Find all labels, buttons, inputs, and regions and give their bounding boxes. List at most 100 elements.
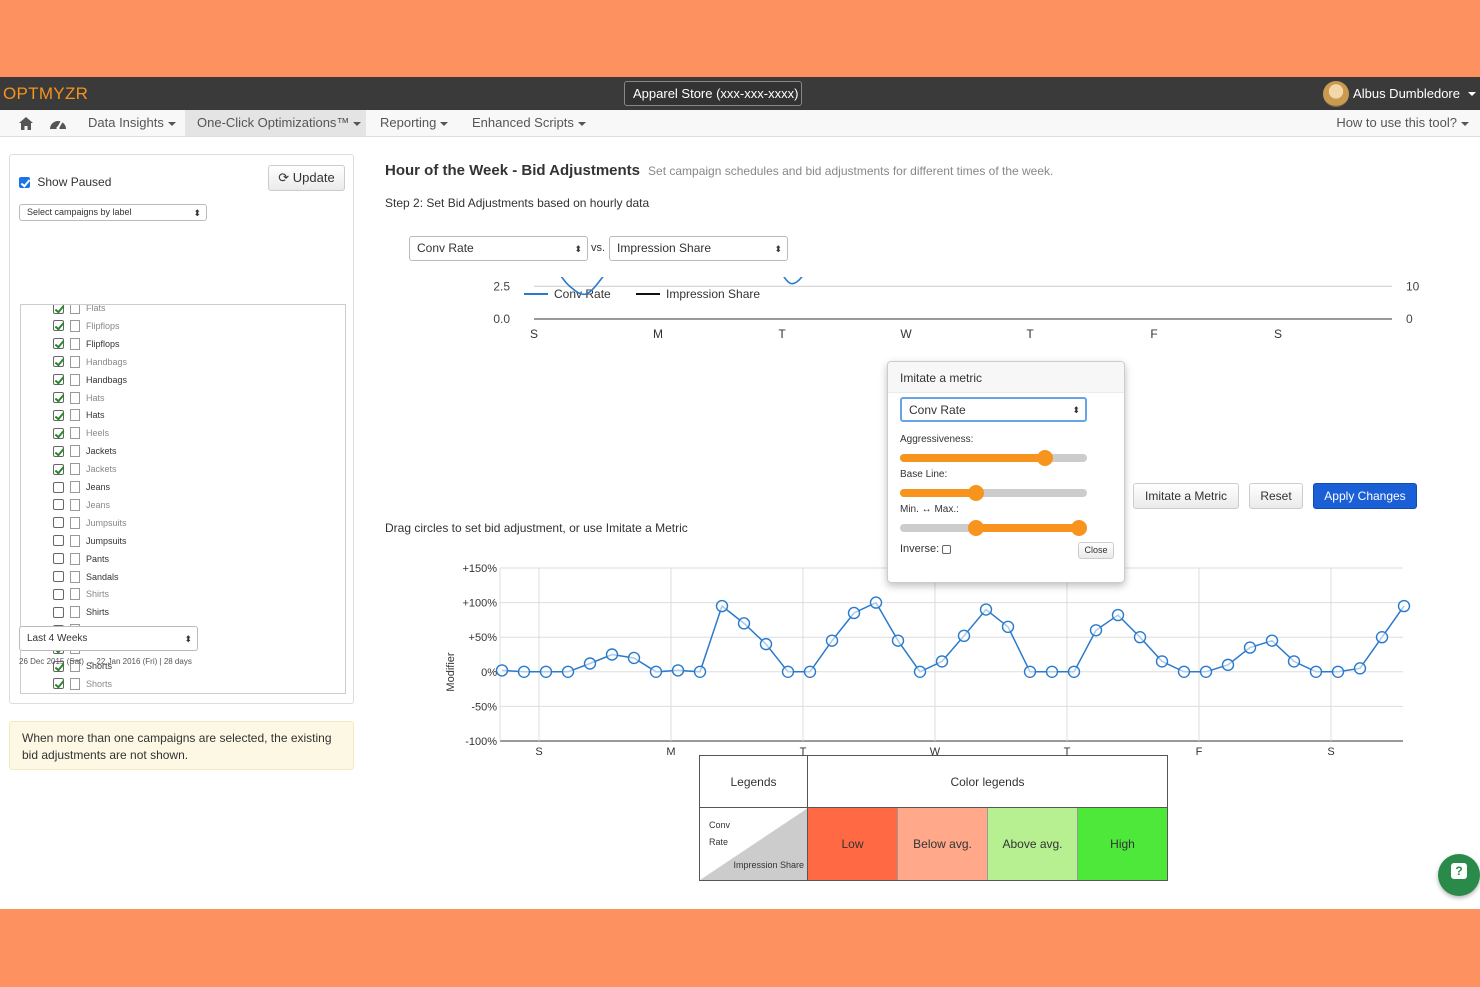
dashboard-icon[interactable] [49, 110, 67, 136]
apply-changes-button[interactable]: Apply Changes [1313, 483, 1417, 509]
modifier-handle[interactable] [1045, 665, 1059, 679]
campaign-item[interactable]: Shorts [53, 657, 112, 675]
campaign-checkbox[interactable] [53, 499, 64, 511]
modifier-handle[interactable] [1375, 630, 1389, 644]
modifier-handle[interactable] [869, 596, 883, 609]
campaign-checkbox[interactable] [53, 409, 64, 421]
campaign-checkbox[interactable] [53, 320, 64, 332]
imitate-metric-button[interactable]: Imitate a Metric [1133, 483, 1239, 509]
home-icon[interactable] [19, 110, 33, 136]
reset-button[interactable]: Reset [1249, 483, 1303, 509]
campaign-item[interactable]: Jeans [53, 496, 110, 514]
nav-enhanced-scripts[interactable]: Enhanced Scripts [472, 110, 586, 136]
max-handle[interactable] [1071, 520, 1087, 536]
modifier-handle[interactable] [957, 629, 971, 643]
campaign-checkbox[interactable] [53, 392, 64, 403]
modifier-handle[interactable] [715, 599, 729, 613]
modifier-handle[interactable] [825, 634, 839, 647]
campaign-item[interactable]: Jackets [53, 460, 117, 478]
campaign-checkbox[interactable] [53, 305, 64, 314]
modifier-handle[interactable] [671, 664, 685, 677]
user-menu[interactable]: Albus Dumbledore [1323, 80, 1476, 107]
campaign-item[interactable]: Flipflops [53, 335, 120, 353]
campaign-item[interactable]: Pants [53, 550, 109, 568]
metric-b-select[interactable]: Impression Share ⬍ [609, 236, 788, 261]
inverse-toggle[interactable]: Inverse: [900, 543, 952, 555]
campaign-item[interactable]: Hats [53, 389, 105, 407]
campaign-item[interactable]: Jumpsuits [53, 532, 127, 550]
modifier-handle[interactable] [1001, 620, 1015, 634]
campaign-item[interactable]: Handbags [53, 371, 127, 389]
campaign-item[interactable]: Jeans [53, 478, 110, 496]
campaign-checkbox[interactable] [53, 606, 64, 618]
modifier-handle[interactable] [561, 665, 575, 679]
modifier-handle[interactable] [891, 634, 905, 647]
campaign-checkbox[interactable] [53, 463, 64, 475]
campaign-item[interactable]: Flats [53, 305, 106, 317]
modifier-handle[interactable] [1199, 665, 1213, 679]
campaign-item[interactable]: Shirts [53, 603, 109, 621]
nav-reporting[interactable]: Reporting [380, 110, 449, 136]
chat-help-icon[interactable] [1438, 854, 1480, 896]
campaign-item[interactable]: Heels [53, 424, 109, 442]
modifier-handle[interactable] [1155, 655, 1169, 668]
modifier-handle[interactable] [847, 606, 861, 620]
campaign-item[interactable]: Hats [53, 406, 105, 424]
minmax-slider[interactable] [900, 520, 1087, 536]
modifier-handle[interactable] [1309, 665, 1323, 679]
metric-a-select[interactable]: Conv Rate ⬍ [409, 236, 588, 261]
modifier-handle[interactable] [583, 657, 597, 670]
campaign-checkbox[interactable] [53, 553, 64, 565]
modifier-handle[interactable] [979, 603, 993, 616]
campaign-checkbox[interactable] [53, 571, 64, 582]
campaign-checkbox[interactable] [53, 660, 64, 672]
modifier-handle[interactable] [781, 665, 795, 679]
campaign-checkbox[interactable] [53, 356, 64, 368]
modifier-handle[interactable] [693, 665, 707, 679]
modifier-handle[interactable] [1331, 665, 1345, 679]
campaign-checkbox[interactable] [53, 427, 64, 439]
campaign-item[interactable]: Flipflops [53, 317, 120, 335]
slider-handle[interactable] [968, 485, 985, 501]
nav-data-insights[interactable]: Data Insights [88, 110, 176, 136]
modifier-handle[interactable] [649, 665, 663, 679]
inverse-checkbox[interactable] [942, 544, 952, 554]
modifier-handle[interactable] [1221, 658, 1235, 672]
campaign-checkbox[interactable] [53, 517, 64, 529]
modifier-handle[interactable] [1287, 655, 1301, 668]
account-selector[interactable]: Apparel Store (xxx-xxx-xxxx) [624, 81, 802, 120]
campaign-checkbox[interactable] [53, 445, 64, 457]
modifier-handle[interactable] [539, 665, 553, 679]
bid-modifier-chart[interactable]: +150% +100% +50% 0% -50% -100% S M T W T F S Modifier [440, 547, 1420, 757]
brand-logo[interactable]: OPTMYZR [3, 84, 89, 103]
campaign-checkbox[interactable] [53, 338, 64, 350]
aggressiveness-slider[interactable] [900, 450, 1087, 466]
date-range-select[interactable]: Last 4 Weeks ⬍ [19, 626, 198, 651]
nav-help[interactable]: How to use this tool? [1336, 110, 1469, 136]
slider-handle[interactable] [1036, 450, 1053, 466]
campaign-checkbox[interactable] [53, 588, 64, 600]
update-button[interactable]: ⟳ Update [268, 165, 345, 191]
show-paused-toggle[interactable]: Show Paused [19, 175, 111, 189]
campaign-checkbox[interactable] [53, 374, 64, 386]
modifier-handle[interactable] [627, 651, 641, 665]
modifier-handle[interactable] [605, 648, 619, 661]
campaign-item[interactable]: Shorts [53, 675, 112, 693]
min-handle[interactable] [968, 520, 985, 536]
campaign-item[interactable]: Jackets [53, 442, 117, 460]
modifier-handle[interactable] [1067, 665, 1081, 679]
modifier-handle[interactable] [935, 655, 949, 668]
modifier-handle[interactable] [1023, 665, 1037, 679]
campaign-item[interactable]: Jumpsuits [53, 514, 127, 532]
baseline-slider[interactable] [900, 485, 1087, 501]
label-select[interactable]: Select campaigns by label ⬍ [19, 204, 207, 221]
modifier-handle[interactable] [495, 664, 509, 677]
modifier-handle[interactable] [737, 617, 751, 630]
modifier-handle[interactable] [1111, 608, 1125, 622]
imitate-metric-select[interactable]: Conv Rate ⬍ [900, 397, 1087, 422]
modifier-handle[interactable] [1243, 641, 1257, 654]
nav-one-click-optimizations[interactable]: One-Click Optimizations™ [185, 110, 366, 136]
campaign-item[interactable]: Shirts [53, 585, 109, 603]
campaign-checkbox[interactable] [53, 535, 64, 547]
campaign-checkbox[interactable] [53, 678, 64, 690]
